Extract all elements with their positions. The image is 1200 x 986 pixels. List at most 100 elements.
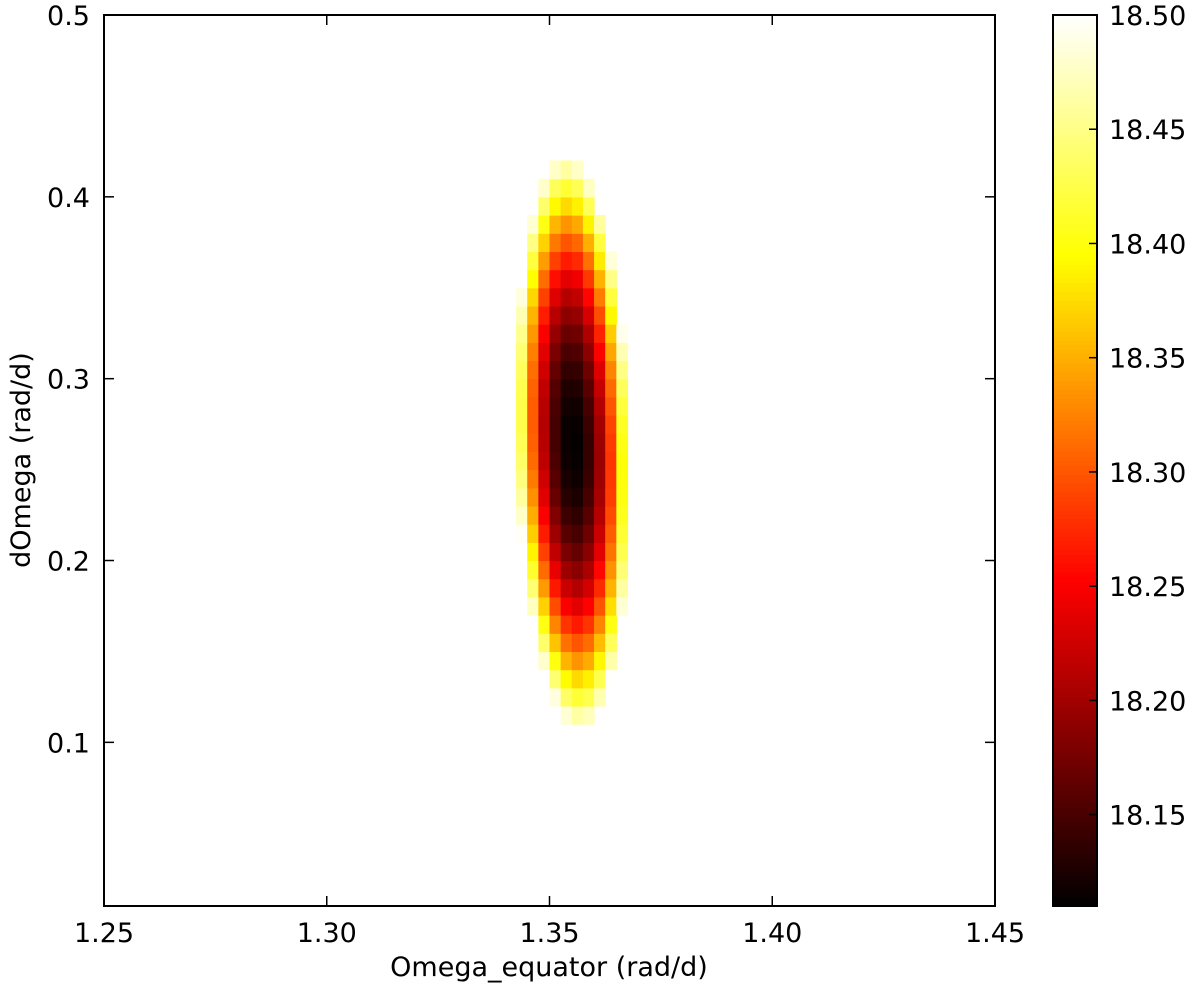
colorbar-segment [1053,865,1097,872]
heatmap-cell [582,524,595,543]
heatmap-cell [582,505,595,525]
heatmap-cell [605,505,617,525]
colorbar-segment [1053,692,1097,698]
colorbar-tick-label: 18.35 [1109,344,1186,375]
heatmap-cell [571,324,584,343]
heatmap-cell [616,360,629,380]
heatmap-cell [538,615,551,634]
heatmap-cell [605,287,617,307]
heatmap-cell [516,487,528,507]
colorbar-segment [1053,219,1097,226]
colorbar-segment [1053,741,1097,747]
heatmap-cell [571,342,584,362]
heatmap-cell [560,615,573,634]
heatmap-cell [560,287,573,307]
colorbar-tick-label: 18.25 [1109,572,1186,603]
heatmap-cell [605,396,617,416]
colorbar-segment [1053,634,1097,640]
heatmap-cell [538,178,551,198]
colorbar-segment [1053,678,1097,685]
heatmap-cell [594,687,606,707]
colorbar [1053,15,1097,907]
heatmap-cell [549,196,562,216]
colorbar-segment [1053,656,1097,662]
colorbar-segment [1053,790,1097,796]
heatmap-cell [605,487,617,507]
heatmap-cell [549,378,562,398]
heatmap-cell [538,269,551,289]
colorbar-segment [1053,607,1097,613]
colorbar-segment [1053,81,1097,88]
colorbar-segment [1053,727,1097,734]
x-axis-ticks: 1.25 1.30 1.35 1.40 1.45 [74,15,1025,949]
colorbar-segment [1053,736,1097,742]
colorbar-segment [1053,349,1097,355]
heatmap-cell [594,633,606,653]
colorbar-segment [1053,344,1097,350]
x-tick-label: 1.45 [965,918,1025,949]
heatmap-cell [594,524,606,543]
colorbar-segment [1053,340,1097,346]
heatmap-cell [594,378,606,398]
heatmap-cell [571,560,584,580]
heatmap-cell [549,487,562,507]
heatmap-cell [605,469,617,489]
heatmap-cell [571,705,584,725]
colorbar-segment [1053,335,1097,342]
colorbar-segment [1053,72,1097,79]
colorbar-segment [1053,665,1097,671]
colorbar-segment [1053,188,1097,194]
heatmap-cell [571,433,584,452]
heatmap-cell [516,469,528,489]
heatmap-cell [582,178,595,198]
colorbar-segment [1053,380,1097,386]
heatmap-cell [616,342,629,362]
heatmap-cell [582,451,595,471]
colorbar-tick-label: 18.15 [1109,801,1186,832]
heatmap-cell [616,451,629,471]
y-tick-label: 0.3 [47,365,90,396]
colorbar-segment [1053,130,1097,137]
heatmap-cell [571,396,584,416]
colorbar-segment [1053,260,1097,266]
colorbar-segment [1053,304,1097,310]
colorbar-segment [1053,647,1097,653]
colorbar-segment [1053,358,1097,364]
heatmap-cell [605,269,617,289]
heatmap-cell [582,560,595,580]
heatmap-cell [538,215,551,234]
colorbar-segment [1053,157,1097,163]
colorbar-segment [1053,202,1097,208]
colorbar-segment [1053,407,1097,413]
colorbar-segment [1053,732,1097,738]
colorbar-segment [1053,714,1097,720]
heatmap-cell [538,287,551,307]
colorbar-segment [1053,389,1097,395]
heatmap-cell [582,215,595,234]
colorbar-segment [1053,206,1097,212]
heatmap-cell [605,360,617,380]
heatmap-cell [527,505,539,525]
heatmap-cell [582,687,595,707]
colorbar-segment [1053,273,1097,279]
heatmap-cell [560,651,573,671]
colorbar-segment [1053,487,1097,493]
heatmap-cell [527,487,539,507]
heatmap-cell [594,360,606,380]
colorbar-segment [1053,763,1097,769]
colorbar-segment [1053,211,1097,217]
heatmap-cell [571,487,584,507]
colorbar-segment [1053,723,1097,729]
heatmap-cell [571,615,584,634]
heatmap-cell [527,233,539,252]
colorbar-segment [1053,620,1097,627]
colorbar-segment [1053,291,1097,297]
heatmap-cell [571,178,584,198]
heatmap-cell [527,269,539,289]
heatmap-cell [582,269,595,289]
colorbar-segment [1053,643,1097,649]
colorbar-segment [1053,576,1097,582]
heatmap-cell [538,433,551,452]
heatmap-cell [549,633,562,653]
colorbar-segment [1053,398,1097,404]
